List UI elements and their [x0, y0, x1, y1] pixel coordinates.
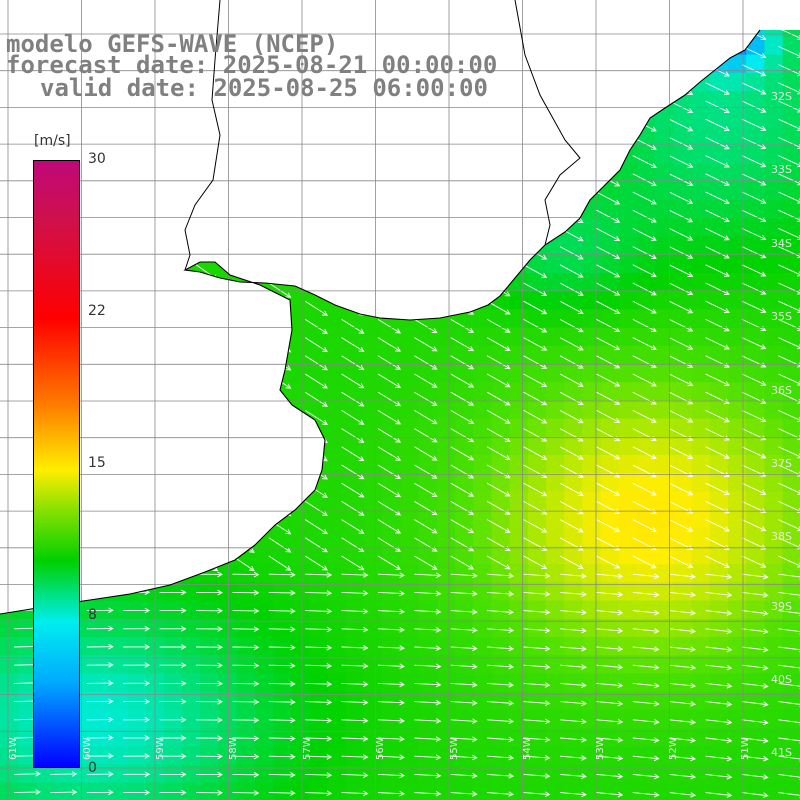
lon-label: 52W	[668, 737, 679, 760]
lat-label: 40S	[771, 673, 792, 686]
lon-label: 59W	[155, 737, 166, 760]
lat-label: 38S	[771, 530, 792, 543]
colorbar	[33, 160, 80, 768]
lat-label: 37S	[771, 457, 792, 470]
lagoon-shore	[514, 0, 581, 246]
lat-label: 36S	[771, 384, 792, 397]
lat-label: 34S	[771, 237, 792, 250]
lon-label: 57W	[302, 737, 313, 760]
lon-label: 58W	[228, 737, 239, 760]
lon-label: 55W	[449, 737, 460, 760]
colorbar-tick-0: 0	[88, 760, 97, 776]
colorbar-tick-8: 8	[88, 607, 97, 623]
colorbar-tick-30: 30	[88, 151, 106, 167]
lat-label: 39S	[771, 600, 792, 613]
title-valid-date: valid date: 2025-08-25 06:00:00	[40, 74, 488, 102]
colorbar-tick-15: 15	[88, 455, 106, 471]
coastline	[0, 29, 761, 615]
river-coast-west	[184, 0, 221, 271]
colorbar-tick-22: 22	[88, 303, 106, 319]
lat-label: 35S	[771, 310, 792, 323]
lon-label: 56W	[375, 737, 386, 760]
colorbar-unit: [m/s]	[34, 133, 71, 149]
lon-label: 60W	[82, 737, 93, 760]
title-forecast-date: forecast date: 2025-08-21 00:00:00	[6, 51, 498, 79]
lat-label: 32S	[771, 90, 792, 103]
lon-label: 61W	[8, 737, 19, 760]
lat-label: 41S	[771, 746, 792, 759]
lat-label: 33S	[771, 163, 792, 176]
lon-label: 51W	[740, 737, 751, 760]
lon-label: 54W	[522, 737, 533, 760]
lon-label: 53W	[595, 737, 606, 760]
title-model: modelo GEFS-WAVE (NCEP)	[6, 30, 339, 58]
